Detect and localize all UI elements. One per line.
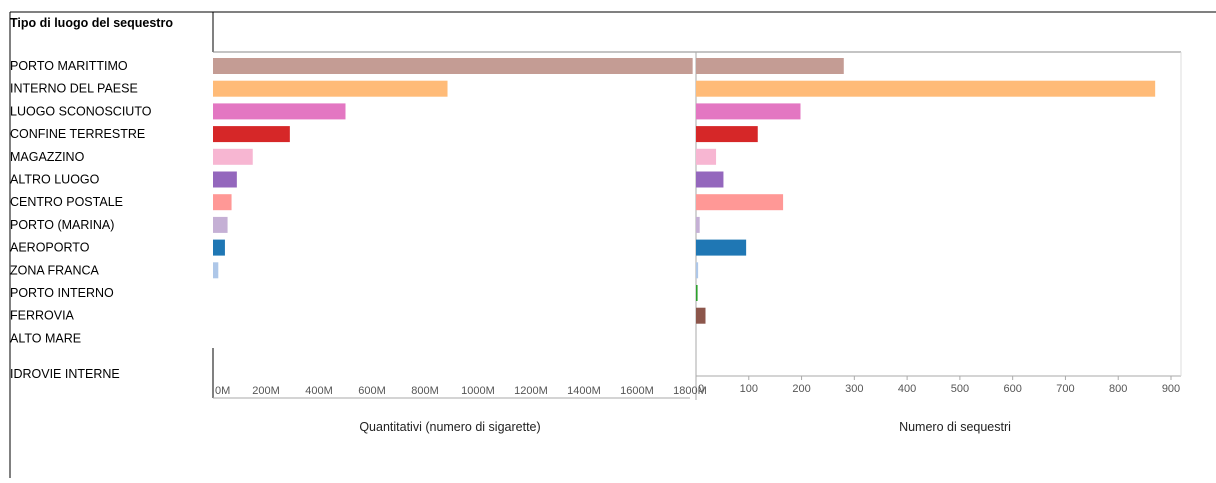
x-tick-label: 800M [411,385,439,397]
category-label: INTERNO DEL PAESE [10,82,138,96]
category-label: CENTRO POSTALE [10,195,123,209]
x-tick-label: 1200M [514,385,548,397]
x-tick-label: 1800M [673,385,707,397]
x-tick-label: 0M [215,385,230,397]
category-label: ALTO MARE [10,331,81,345]
bar-quantity [213,239,225,256]
category-label: MAGAZZINO [10,150,85,164]
x-tick-label: 700 [1056,383,1074,395]
bar-quantity [213,262,219,279]
category-label: IDROVIE INTERNE [10,367,120,381]
bar-seizures [696,262,699,279]
bar-quantity [213,80,448,97]
x-tick-label: 600 [1003,383,1021,395]
x-tick-label: 300 [845,383,863,395]
category-label: PORTO (MARINA) [10,218,114,232]
category-label: FERROVIA [10,309,75,323]
x-tick-label: 1400M [567,385,601,397]
x-tick-label: 400M [305,385,333,397]
category-label: PORTO INTERNO [10,286,114,300]
bar-quantity [213,216,228,233]
bar-seizures [696,194,784,211]
bar-seizures [696,148,717,165]
x-tick-label: 900 [1162,383,1180,395]
x-tick-label: 400 [898,383,916,395]
x-tick-label: 1000M [461,385,495,397]
x-tick-label: 100 [740,383,758,395]
x-tick-label: 1600M [620,385,654,397]
bar-seizures [696,58,844,74]
bar-seizures [696,103,801,120]
category-label: CONFINE TERRESTRE [10,127,145,141]
category-label: ZONA FRANCA [10,263,100,277]
category-label: LUOGO SCONOSCIUTO [10,104,152,118]
bar-seizures [696,239,747,256]
bar-quantity [213,126,290,143]
bar-quantity [213,194,232,211]
x-tick-label: 800 [1109,383,1127,395]
bar-seizures [696,171,724,188]
x-axis-title: Numero di sequestri [899,420,1011,434]
x-tick-label: 200 [792,383,810,395]
x-tick-label: 600M [358,385,386,397]
bar-seizures [696,80,1156,97]
category-label: PORTO MARITTIMO [10,59,128,73]
x-tick-label: 500 [951,383,969,395]
x-tick-label: 0 [698,383,704,395]
bar-seizures [696,126,758,143]
x-tick-label: 200M [252,385,280,397]
bar-seizures [696,307,706,324]
category-label: AEROPORTO [10,241,90,255]
bar-quantity [213,58,693,74]
x-axis-title: Quantitativi (numero di sigarette) [359,420,540,434]
category-label: ALTRO LUOGO [10,173,100,187]
bar-seizures [696,285,698,301]
category-column-header: Tipo di luogo del sequestro [10,16,173,30]
bar-quantity [213,148,253,165]
bar-seizures [696,216,700,233]
bar-quantity [213,103,346,120]
bar-quantity [213,171,237,188]
